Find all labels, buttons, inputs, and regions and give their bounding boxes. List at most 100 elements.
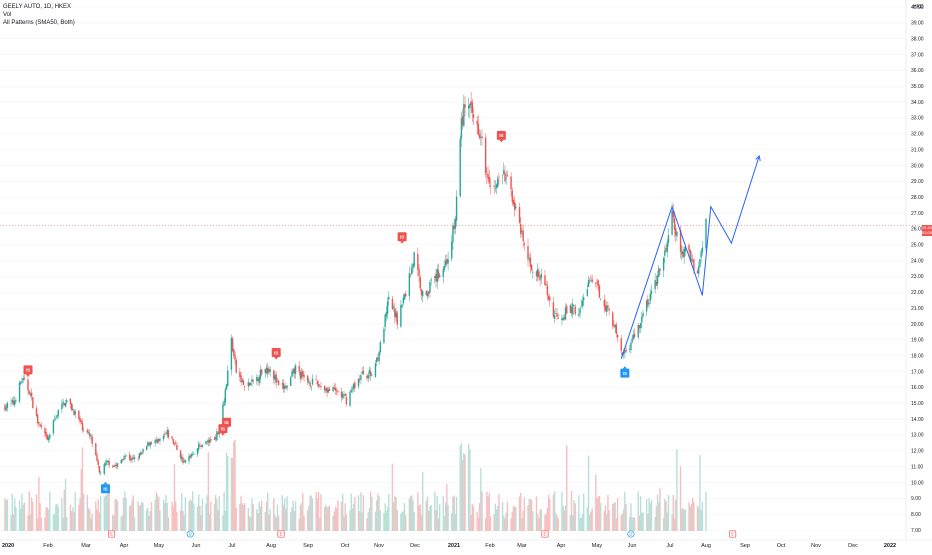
candle-body — [311, 378, 314, 385]
candle-body — [506, 175, 509, 177]
candle-body — [145, 446, 148, 451]
volume-bar — [451, 513, 453, 531]
volume-bar — [649, 503, 651, 531]
pattern-badge — [23, 365, 33, 375]
volume-bar — [273, 498, 275, 531]
patterns-indicator-label[interactable]: All Patterns (SMA50, Both) — [3, 20, 75, 26]
volume-bar — [555, 512, 557, 531]
candle-body — [562, 317, 564, 321]
candle-body — [403, 294, 406, 300]
candle-body — [681, 251, 683, 255]
volume-bar — [616, 498, 619, 531]
candle-body — [383, 328, 385, 343]
candle-body — [494, 188, 497, 190]
volume-bar — [566, 445, 568, 531]
candle-body — [105, 461, 108, 463]
volume-bar — [327, 506, 329, 531]
candle-body — [374, 363, 377, 377]
volume-bar — [641, 512, 643, 531]
volume-bar — [274, 514, 276, 531]
candle-body — [454, 218, 457, 229]
pattern-badge — [620, 368, 630, 378]
volume-bar — [315, 491, 317, 531]
candle-body — [344, 393, 346, 397]
volume-bar — [631, 517, 633, 531]
candle-body — [620, 338, 622, 351]
volume-bar — [675, 499, 677, 531]
candle-body — [529, 257, 532, 267]
volume-bar — [176, 511, 178, 531]
volume-bar — [659, 488, 661, 531]
volume-bar — [430, 504, 432, 531]
volume-bar — [132, 495, 135, 531]
x-tick-label: Oct — [777, 543, 786, 549]
volume-bar — [156, 495, 159, 531]
candle-body — [481, 136, 483, 139]
volume-bar — [401, 511, 403, 531]
candle-body — [596, 281, 598, 283]
chart-legend: GEELY AUTO, 1D, HKEX Vol All Patterns (S… — [3, 3, 75, 27]
candle-body — [696, 270, 699, 274]
volume-bar — [227, 455, 229, 531]
candle-body — [430, 279, 432, 281]
pattern-badge-label: IS — [221, 426, 225, 431]
volume-bar — [46, 507, 49, 531]
volume-bar — [241, 503, 243, 531]
symbol-title[interactable]: GEELY AUTO, 1D, HKEX — [3, 4, 72, 10]
volume-bar — [30, 497, 33, 531]
candle-body — [493, 185, 495, 187]
y-tick-label: 8.00 — [911, 512, 921, 518]
candle-body — [70, 403, 73, 411]
volume-bar — [587, 455, 590, 531]
candle-body — [30, 392, 33, 397]
candle-body — [662, 257, 665, 271]
candle-body — [654, 279, 656, 290]
volume-bar — [89, 509, 91, 531]
candle-body — [401, 304, 403, 307]
candle-body — [673, 218, 676, 230]
volume-bar — [242, 504, 245, 531]
candle-body — [285, 386, 287, 389]
candle-body — [328, 388, 331, 391]
wave-projection-line — [620, 155, 760, 359]
volume-bar — [73, 512, 75, 531]
volume-bar — [545, 513, 547, 531]
volume-bar — [306, 509, 309, 531]
candle-body — [438, 274, 441, 278]
candle-body — [124, 456, 126, 460]
y-tick-label: 16.00 — [911, 385, 924, 391]
volume-bar — [487, 496, 489, 531]
candle-body — [521, 231, 523, 232]
dividend-badge — [186, 530, 194, 538]
volume-bar — [128, 505, 131, 531]
volume-bar — [682, 507, 684, 531]
volume-bar — [165, 494, 167, 531]
volume-indicator-label[interactable]: Vol — [3, 12, 12, 18]
candle-body — [368, 369, 371, 374]
volume-bar — [452, 496, 454, 531]
y-tick-label: 13.00 — [911, 433, 924, 439]
volume-bar — [573, 499, 575, 531]
volume-bar — [113, 515, 115, 531]
candle-body — [294, 365, 297, 374]
volume-bar — [434, 491, 436, 531]
candle-body — [689, 249, 691, 260]
volume-bar — [200, 515, 202, 531]
candle-body — [4, 405, 6, 411]
volume-bar — [285, 508, 287, 531]
volume-bar — [454, 513, 457, 531]
candle-body — [367, 374, 369, 379]
volume-bar — [409, 495, 412, 531]
volume-bar — [596, 498, 598, 531]
volume-bar — [181, 492, 183, 531]
pattern-badge-label: IS — [400, 235, 404, 240]
volume-bar — [578, 495, 580, 531]
volume-bar — [36, 518, 39, 531]
candle-body — [459, 138, 461, 197]
candle-body — [191, 454, 194, 456]
volume-bar — [244, 503, 246, 531]
x-tick-label: Feb — [485, 543, 494, 549]
candle-body — [384, 314, 386, 327]
